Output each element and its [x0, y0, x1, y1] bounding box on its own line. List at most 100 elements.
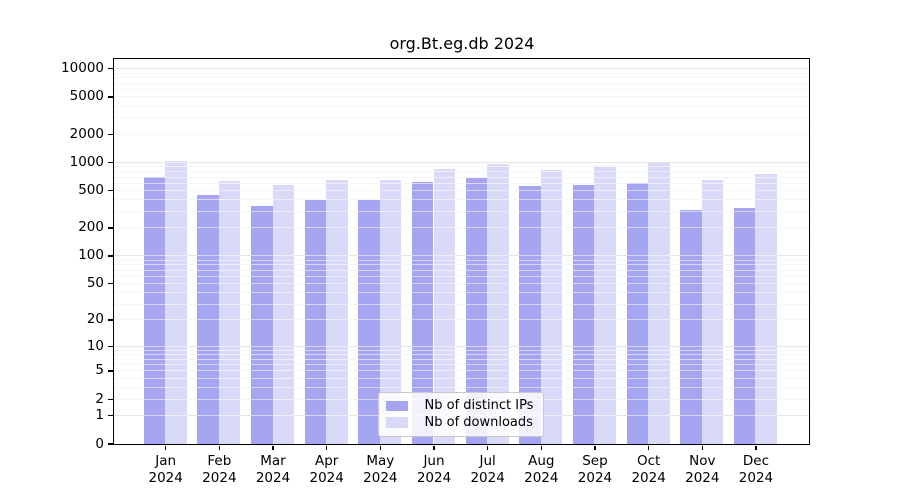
bar-jun-downloads	[433, 168, 456, 444]
chart-title: org.Bt.eg.db 2024	[389, 34, 535, 53]
x-tick-mark-may	[379, 445, 382, 450]
x-tick-label-nov: Nov 2024	[685, 453, 720, 486]
y-tick-mark-5000	[108, 96, 113, 98]
x-tick-mark-aug	[540, 445, 542, 450]
y-tick-label-2000: 2000	[69, 125, 104, 142]
x-tick-label-apr: Apr 2024	[309, 453, 344, 486]
gridline-overlay	[113, 269, 809, 271]
bar-nov-distinct-ips	[680, 210, 702, 444]
x-tick-label-dec: Dec 2024	[738, 453, 774, 486]
gridline-overlay	[113, 345, 809, 347]
gridline-overlay	[113, 133, 809, 135]
gridline-overlay	[113, 292, 809, 294]
gridline-overlay	[113, 358, 809, 360]
bar-jan-downloads	[165, 160, 187, 444]
gridline-overlay	[113, 171, 809, 173]
gridline-overlay	[113, 259, 809, 261]
y-tick-mark-2	[108, 398, 113, 400]
bar-nov-downloads	[701, 180, 724, 444]
x-tick-mark-nov	[701, 445, 703, 450]
gridline-overlay	[113, 182, 809, 184]
gridline-overlay	[113, 117, 809, 119]
y-tick-mark-50	[108, 283, 113, 285]
bar-aug-distinct-ips	[519, 185, 541, 444]
gridline-overlay	[113, 77, 809, 79]
legend-label-downloads: Nb of downloads	[424, 414, 533, 430]
y-tick-label-10000: 10000	[61, 60, 104, 77]
gridline-overlay	[113, 166, 809, 168]
gridline-overlay	[113, 68, 809, 70]
x-tick-mark-jan	[165, 445, 167, 450]
y-tick-mark-500	[108, 190, 113, 192]
bar-may-distinct-ips	[358, 199, 380, 444]
x-tick-label-jun: Jun 2024	[416, 453, 452, 486]
x-tick-label-oct: Oct 2024	[631, 453, 666, 486]
bar-feb-downloads	[218, 180, 241, 444]
bar-oct-distinct-ips	[626, 182, 649, 444]
gridline-overlay	[113, 190, 809, 192]
y-tick-label-10: 10	[86, 337, 104, 354]
gridline-overlay	[113, 162, 809, 163]
gridline-overlay	[113, 105, 809, 107]
y-tick-mark-0	[108, 443, 113, 445]
gridline-overlay	[113, 349, 809, 351]
x-tick-mark-jun	[433, 445, 435, 450]
gridline-overlay	[113, 264, 809, 266]
gridline-overlay	[113, 364, 809, 366]
x-tick-label-jan: Jan 2024	[148, 453, 183, 486]
gridline-overlay	[113, 319, 809, 321]
legend-item-distinct-ips: Nb of distinct IPs	[385, 398, 543, 415]
bar-apr-downloads	[326, 179, 348, 444]
bar-jan-distinct-ips	[143, 176, 166, 444]
y-tick-label-20: 20	[86, 311, 104, 328]
y-tick-label-1000: 1000	[69, 154, 104, 170]
bar-jul-distinct-ips	[465, 177, 488, 444]
bar-mar-downloads	[272, 184, 295, 444]
x-tick-mark-oct	[647, 445, 650, 450]
x-tick-label-sep: Sep 2024	[577, 453, 613, 486]
y-tick-mark-10000	[108, 68, 113, 70]
gridline-overlay	[113, 370, 809, 372]
x-tick-mark-apr	[325, 445, 328, 450]
y-tick-label-500: 500	[78, 182, 104, 199]
legend-swatch-distinct-ips	[385, 400, 408, 411]
y-tick-label-2: 2	[95, 390, 104, 407]
bar-aug-downloads	[540, 170, 563, 444]
x-tick-mark-sep	[594, 445, 596, 450]
gridline-overlay	[113, 255, 809, 257]
gridline-overlay	[113, 199, 809, 201]
x-tick-mark-mar	[272, 445, 274, 450]
bar-oct-downloads	[648, 162, 670, 444]
y-tick-mark-1	[108, 415, 113, 417]
gridline-overlay	[113, 82, 809, 84]
gridline-overlay	[113, 227, 809, 229]
gridline-overlay	[113, 353, 809, 355]
legend: Nb of distinct IPs Nb of downloads	[377, 391, 544, 437]
y-tick-label-100: 100	[78, 247, 104, 264]
gridline-overlay	[113, 72, 809, 74]
gridline-overlay	[113, 303, 809, 305]
y-tick-label-5000: 5000	[69, 88, 104, 105]
x-tick-label-jul: Jul 2024	[470, 453, 505, 486]
y-tick-mark-1000	[108, 161, 113, 164]
x-tick-mark-dec	[755, 445, 757, 450]
y-tick-mark-200	[108, 227, 113, 229]
legend-label-distinct-ips: Nb of distinct IPs	[424, 398, 534, 414]
gridline-overlay	[113, 96, 809, 98]
x-tick-label-may: May 2024	[363, 453, 398, 486]
y-tick-mark-100	[108, 255, 113, 257]
x-tick-mark-feb	[218, 445, 221, 450]
x-tick-mark-jul	[486, 445, 489, 450]
gridline-overlay	[113, 276, 809, 277]
y-tick-mark-5	[108, 370, 113, 372]
y-tick-mark-20	[108, 319, 113, 321]
y-tick-mark-2000	[108, 133, 113, 135]
legend-swatch-downloads	[385, 417, 408, 428]
bar-mar-distinct-ips	[250, 205, 273, 444]
y-tick-label-200: 200	[78, 219, 104, 236]
bar-apr-distinct-ips	[304, 200, 327, 444]
x-tick-label-feb: Feb 2024	[202, 453, 237, 486]
gridline-overlay	[113, 210, 809, 212]
x-tick-label-mar: Mar 2024	[255, 453, 291, 486]
plot-area: Nb of distinct IPs Nb of downloads	[112, 57, 810, 445]
